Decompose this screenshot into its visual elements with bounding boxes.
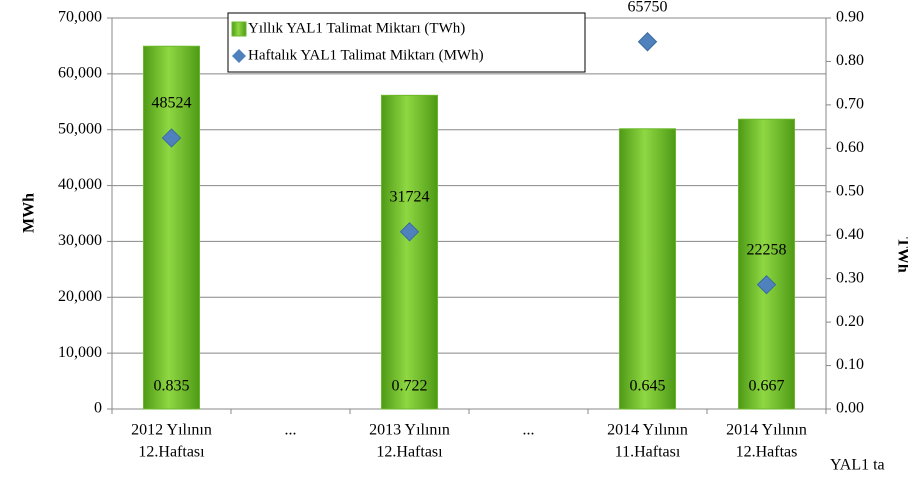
marker bbox=[399, 222, 420, 242]
y2-tick-label: 0.90 bbox=[836, 9, 864, 26]
annotation: YAL1 ta bbox=[830, 457, 885, 474]
y2-axis-label: TWh bbox=[894, 237, 908, 273]
legend-label: Haftalık YAL1 Talimat Miktarı (MWh) bbox=[248, 47, 484, 63]
bar-label: 0.645 bbox=[630, 378, 666, 395]
legend-label: Yıllık YAL1 Talimat Miktarı (TWh) bbox=[248, 20, 465, 36]
x-tick-label: 11.Haftası bbox=[615, 444, 681, 461]
legend-box bbox=[227, 12, 586, 73]
x-tick-label: ... bbox=[285, 422, 297, 439]
bar-label: 0.667 bbox=[749, 378, 785, 395]
y-tick-label: 60,000 bbox=[58, 65, 102, 82]
legend-swatch bbox=[232, 49, 246, 63]
y2-tick-label: 0.40 bbox=[836, 226, 864, 243]
x-tick-label: 12.Haftası bbox=[138, 444, 205, 461]
x-tick-label: 2014 Yılının bbox=[607, 422, 688, 439]
y-tick-label: 30,000 bbox=[58, 232, 102, 249]
y2-tick-label: 0.00 bbox=[836, 400, 864, 417]
y2-tick-label: 0.70 bbox=[836, 96, 864, 113]
x-tick-label: 12.Haftası bbox=[376, 444, 443, 461]
y-tick-label: 40,000 bbox=[58, 176, 102, 193]
y-tick-label: 10,000 bbox=[58, 344, 102, 361]
marker bbox=[637, 32, 658, 52]
marker bbox=[161, 128, 182, 148]
y2-tick-label: 0.30 bbox=[836, 269, 864, 286]
legend-swatch bbox=[231, 21, 247, 37]
point-label: 31724 bbox=[390, 188, 430, 205]
y-tick-label: 50,000 bbox=[58, 120, 102, 137]
point-label: 65750 bbox=[628, 0, 668, 15]
y2-tick-label: 0.60 bbox=[836, 139, 864, 156]
x-tick-label: ... bbox=[523, 422, 535, 439]
bar-label: 0.722 bbox=[392, 378, 428, 395]
marker bbox=[756, 274, 777, 295]
y2-tick-label: 0.50 bbox=[836, 182, 864, 199]
y-axis-label: MWh bbox=[21, 193, 38, 233]
bar bbox=[143, 45, 200, 410]
point-label: 48524 bbox=[152, 95, 192, 112]
x-tick-label: 2013 Yılının bbox=[369, 422, 450, 439]
bar bbox=[619, 128, 676, 410]
y2-tick-label: 0.20 bbox=[836, 313, 864, 330]
x-tick-label: 2014 Yılının bbox=[726, 422, 807, 439]
point-label: 22258 bbox=[747, 241, 787, 258]
y2-tick-label: 0.10 bbox=[836, 356, 864, 373]
bar bbox=[738, 118, 795, 410]
x-tick-label: 2012 Yılının bbox=[131, 422, 212, 439]
x-tick-label: 12.Haftas bbox=[736, 444, 798, 461]
bar-label: 0.835 bbox=[154, 378, 190, 395]
bar bbox=[381, 94, 438, 410]
y-tick-label: 70,000 bbox=[58, 9, 102, 26]
y-tick-label: 0 bbox=[94, 400, 102, 417]
y-tick-label: 20,000 bbox=[58, 288, 102, 305]
y2-tick-label: 0.80 bbox=[836, 52, 864, 69]
